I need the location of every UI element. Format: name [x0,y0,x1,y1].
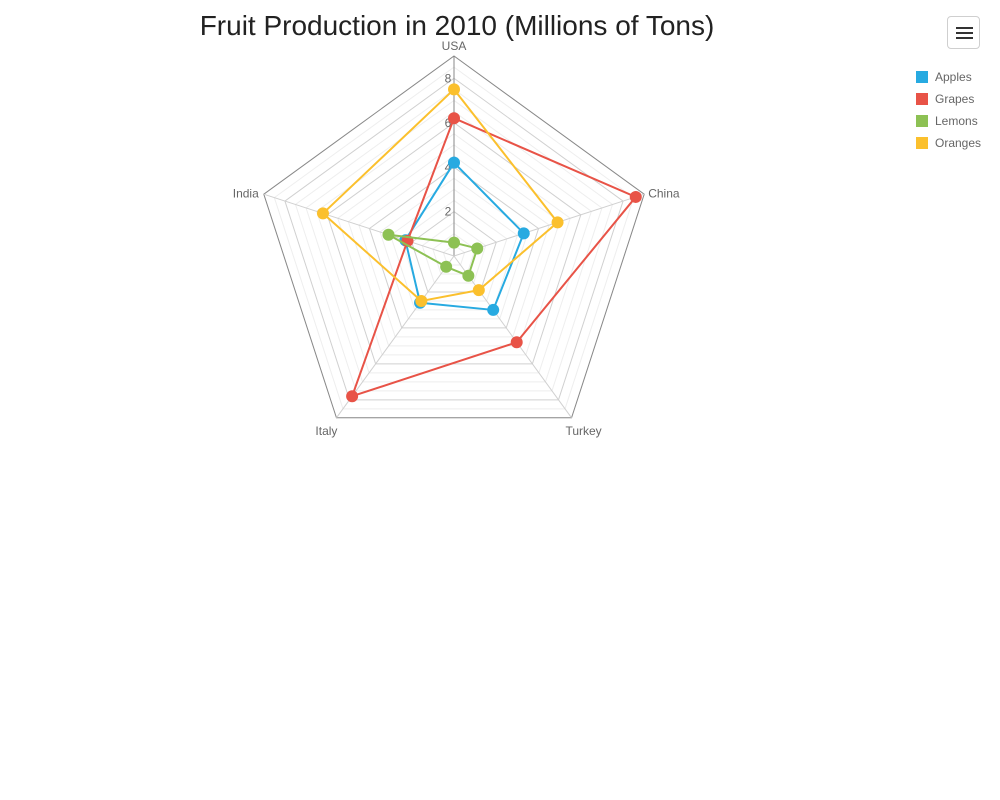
grid-ring [347,144,561,347]
grid-ring [284,77,624,401]
grid-ring [368,166,540,329]
data-point-grapes-china [629,190,642,203]
chart-menu-button[interactable] [947,16,980,49]
legend-item-apples[interactable]: Apples [916,66,981,88]
legend-swatch [916,93,928,105]
legend-item-lemons[interactable]: Lemons [916,110,981,132]
legend-swatch [916,137,928,149]
axis-label-india: India [233,186,259,200]
spoke-italy [336,255,455,419]
legend-label: Lemons [935,114,978,128]
grid-ring [411,210,497,293]
spoke-china [453,193,645,257]
data-point-grapes-usa [448,112,460,125]
legend-item-grapes[interactable]: Grapes [916,88,981,110]
chart-title: Fruit Production in 2010 (Millions of To… [199,10,715,41]
data-point-oranges-india [316,207,329,220]
legend-swatch [916,115,928,127]
grid-ring [358,155,550,338]
legend-label: Apples [935,70,972,84]
grid-ring [379,177,529,320]
tick-label: 4 [445,160,452,174]
data-point-oranges-turkey [472,284,485,297]
hamburger-menu-icon [956,27,973,29]
legend-label: Grapes [935,92,975,106]
data-point-apples-usa [448,156,460,169]
series-line-oranges [321,88,559,302]
outer-boundary [263,55,645,419]
tick-label: 2 [445,205,452,219]
data-point-oranges-italy [415,294,428,307]
hamburger-menu-icon-bar [956,32,973,34]
data-point-grapes-italy [346,390,359,403]
legend-item-oranges[interactable]: Oranges [916,132,981,154]
grid-ring [294,88,614,392]
grid-ring [316,110,592,374]
hamburger-menu-icon-bar [956,37,973,39]
data-point-lemons-turkey [462,269,475,282]
grid-ring [421,222,487,284]
series-line-grapes [351,117,637,398]
tick-label: 6 [445,116,452,130]
legend-label: Oranges [935,136,982,150]
axis-label-usa: USA [442,39,467,53]
grid-ring [305,99,603,383]
legend: Apples Grapes Lemons Oranges [916,66,981,154]
data-point-lemons-china [471,242,484,255]
spoke-india [263,193,455,257]
data-point-oranges-usa [448,83,460,96]
series-line-apples [404,161,525,311]
legend-swatch [916,71,928,83]
grid-ring [337,133,571,356]
data-point-apples-turkey [487,303,500,316]
axis-label-turkey: Turkey [565,424,601,438]
data-point-lemons-usa [448,236,460,249]
tick-label: 8 [445,71,452,85]
grid-ring [273,66,635,410]
data-point-grapes-turkey [510,336,523,349]
axis-label-italy: Italy [315,424,337,438]
data-point-oranges-china [551,216,564,229]
grid-ring [390,188,518,311]
data-point-lemons-india [382,228,395,241]
spoke-turkey [453,255,572,419]
grid-ring [442,244,466,266]
axis-label-china: China [648,186,680,200]
data-point-apples-china [517,227,530,240]
data-point-lemons-italy [440,260,453,273]
